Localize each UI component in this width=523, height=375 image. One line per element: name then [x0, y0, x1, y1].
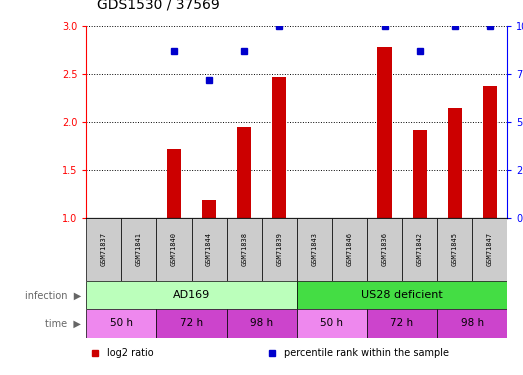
- Text: percentile rank within the sample: percentile rank within the sample: [284, 348, 449, 357]
- Bar: [191, 217, 226, 281]
- Text: log2 ratio: log2 ratio: [107, 348, 154, 357]
- Bar: [367, 309, 437, 338]
- Text: GSM71840: GSM71840: [171, 232, 177, 266]
- Bar: [367, 217, 402, 281]
- Text: 50 h: 50 h: [321, 318, 344, 328]
- Text: 72 h: 72 h: [180, 318, 203, 328]
- Text: GDS1530 / 37569: GDS1530 / 37569: [97, 0, 220, 11]
- Text: GSM71839: GSM71839: [276, 232, 282, 266]
- Bar: [167, 148, 181, 217]
- Bar: [121, 217, 156, 281]
- Bar: [237, 127, 251, 218]
- Bar: [226, 309, 297, 338]
- Bar: [297, 281, 507, 309]
- Bar: [226, 217, 262, 281]
- Text: US28 deficient: US28 deficient: [361, 290, 443, 300]
- Bar: [156, 309, 226, 338]
- Bar: [332, 217, 367, 281]
- Bar: [297, 309, 367, 338]
- Bar: [86, 281, 297, 309]
- Text: GSM71838: GSM71838: [241, 232, 247, 266]
- Text: GSM71846: GSM71846: [346, 232, 353, 266]
- Text: infection  ▶: infection ▶: [25, 290, 81, 300]
- Text: 98 h: 98 h: [250, 318, 274, 328]
- Bar: [402, 217, 437, 281]
- Text: GSM71841: GSM71841: [136, 232, 142, 266]
- Bar: [297, 217, 332, 281]
- Bar: [202, 200, 216, 217]
- Bar: [272, 77, 286, 218]
- Text: GSM71843: GSM71843: [311, 232, 317, 266]
- Text: GSM71845: GSM71845: [452, 232, 458, 266]
- Text: GSM71844: GSM71844: [206, 232, 212, 266]
- Bar: [483, 86, 497, 218]
- Bar: [262, 217, 297, 281]
- Bar: [448, 108, 462, 218]
- Text: 98 h: 98 h: [461, 318, 484, 328]
- Bar: [378, 47, 392, 217]
- Bar: [437, 309, 507, 338]
- Text: GSM71847: GSM71847: [487, 232, 493, 266]
- Text: 72 h: 72 h: [391, 318, 414, 328]
- Bar: [86, 309, 156, 338]
- Bar: [437, 217, 472, 281]
- Text: AD169: AD169: [173, 290, 210, 300]
- Bar: [86, 217, 121, 281]
- Bar: [413, 129, 427, 218]
- Text: GSM71836: GSM71836: [381, 232, 388, 266]
- Text: time  ▶: time ▶: [45, 318, 81, 328]
- Bar: [472, 217, 507, 281]
- Bar: [156, 217, 191, 281]
- Text: 50 h: 50 h: [110, 318, 133, 328]
- Text: GSM71842: GSM71842: [417, 232, 423, 266]
- Text: GSM71837: GSM71837: [101, 232, 107, 266]
